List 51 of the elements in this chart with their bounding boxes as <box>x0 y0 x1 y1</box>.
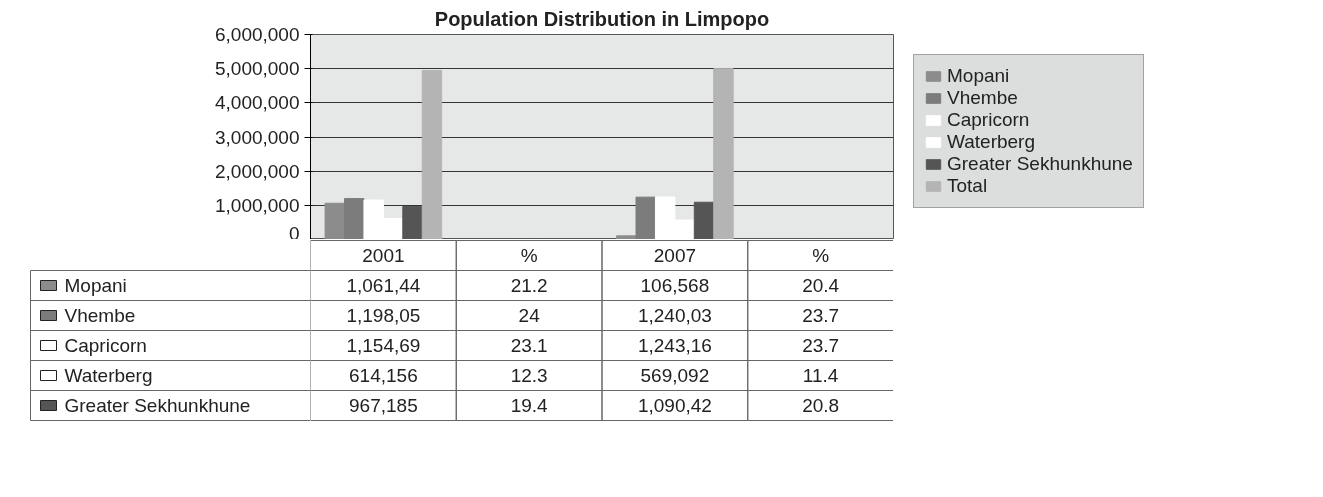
data-label: 1,090,42 <box>637 395 712 416</box>
data-label: 24 <box>518 305 541 326</box>
y-tick-label: 2,000,000 <box>214 160 300 182</box>
data-label: 1,198,05 <box>346 305 421 326</box>
bar <box>713 68 734 239</box>
text: Capricorn <box>64 335 147 356</box>
data-label: 20.4 <box>802 275 840 296</box>
data-label: 20.8 <box>802 395 840 416</box>
y-tick-label: 0 <box>288 222 300 244</box>
bar <box>693 201 715 239</box>
bar <box>344 198 365 239</box>
data-label: 21.2 <box>510 275 548 296</box>
y-tick-label: 1,000,000 <box>214 194 300 216</box>
data-label: 1,061,44 <box>346 275 421 296</box>
text: Vhembe <box>64 305 136 326</box>
data-label: 23.7 <box>802 305 840 326</box>
data-label: 12.3 <box>510 365 548 386</box>
bar <box>635 196 656 239</box>
data-label: 569,092 <box>640 365 710 386</box>
bar <box>402 205 423 239</box>
data-label: 11.4 <box>802 365 839 386</box>
chart-title: Population Distribution in Limpopo <box>434 7 770 30</box>
y-tick-label: 4,000,000 <box>214 92 300 114</box>
x-tick-label: % <box>520 245 538 266</box>
data-label: 967,185 <box>349 395 418 416</box>
legend-label: Total <box>947 175 988 197</box>
data-label: 106,568 <box>640 275 710 296</box>
x-tick-label: % <box>812 245 830 266</box>
text: Waterberg <box>64 365 153 386</box>
x-tick-label: 2001 <box>362 245 405 266</box>
legend-label: Vhembe <box>947 87 1018 109</box>
legend-label: Capricorn <box>947 109 1030 131</box>
y-tick-label: 3,000,000 <box>214 126 300 148</box>
data-label: 1,240,03 <box>637 305 712 326</box>
data-label: 23.7 <box>802 335 840 356</box>
y-tick-label: 6,000,000 <box>214 24 300 45</box>
text: Greater Sekhunkhune <box>64 395 251 416</box>
data-label: 614,156 <box>349 365 418 386</box>
x-tick-label: 2007 <box>653 245 697 266</box>
legend-label: Mopani <box>64 275 127 296</box>
legend-label: Waterberg <box>947 131 1035 153</box>
bar <box>324 202 346 239</box>
data-label: 1,154,69 <box>346 335 421 356</box>
text: Mopani <box>947 65 1010 86</box>
data-label: 23.1 <box>510 335 548 356</box>
data-label: 1,243,16 <box>637 335 712 356</box>
bar <box>421 69 443 239</box>
y-tick-label: 5,000,000 <box>214 58 300 80</box>
data-label: 19.4 <box>510 395 549 416</box>
bar <box>616 235 637 239</box>
legend-label: Greater Sekhunkhune <box>947 153 1133 175</box>
